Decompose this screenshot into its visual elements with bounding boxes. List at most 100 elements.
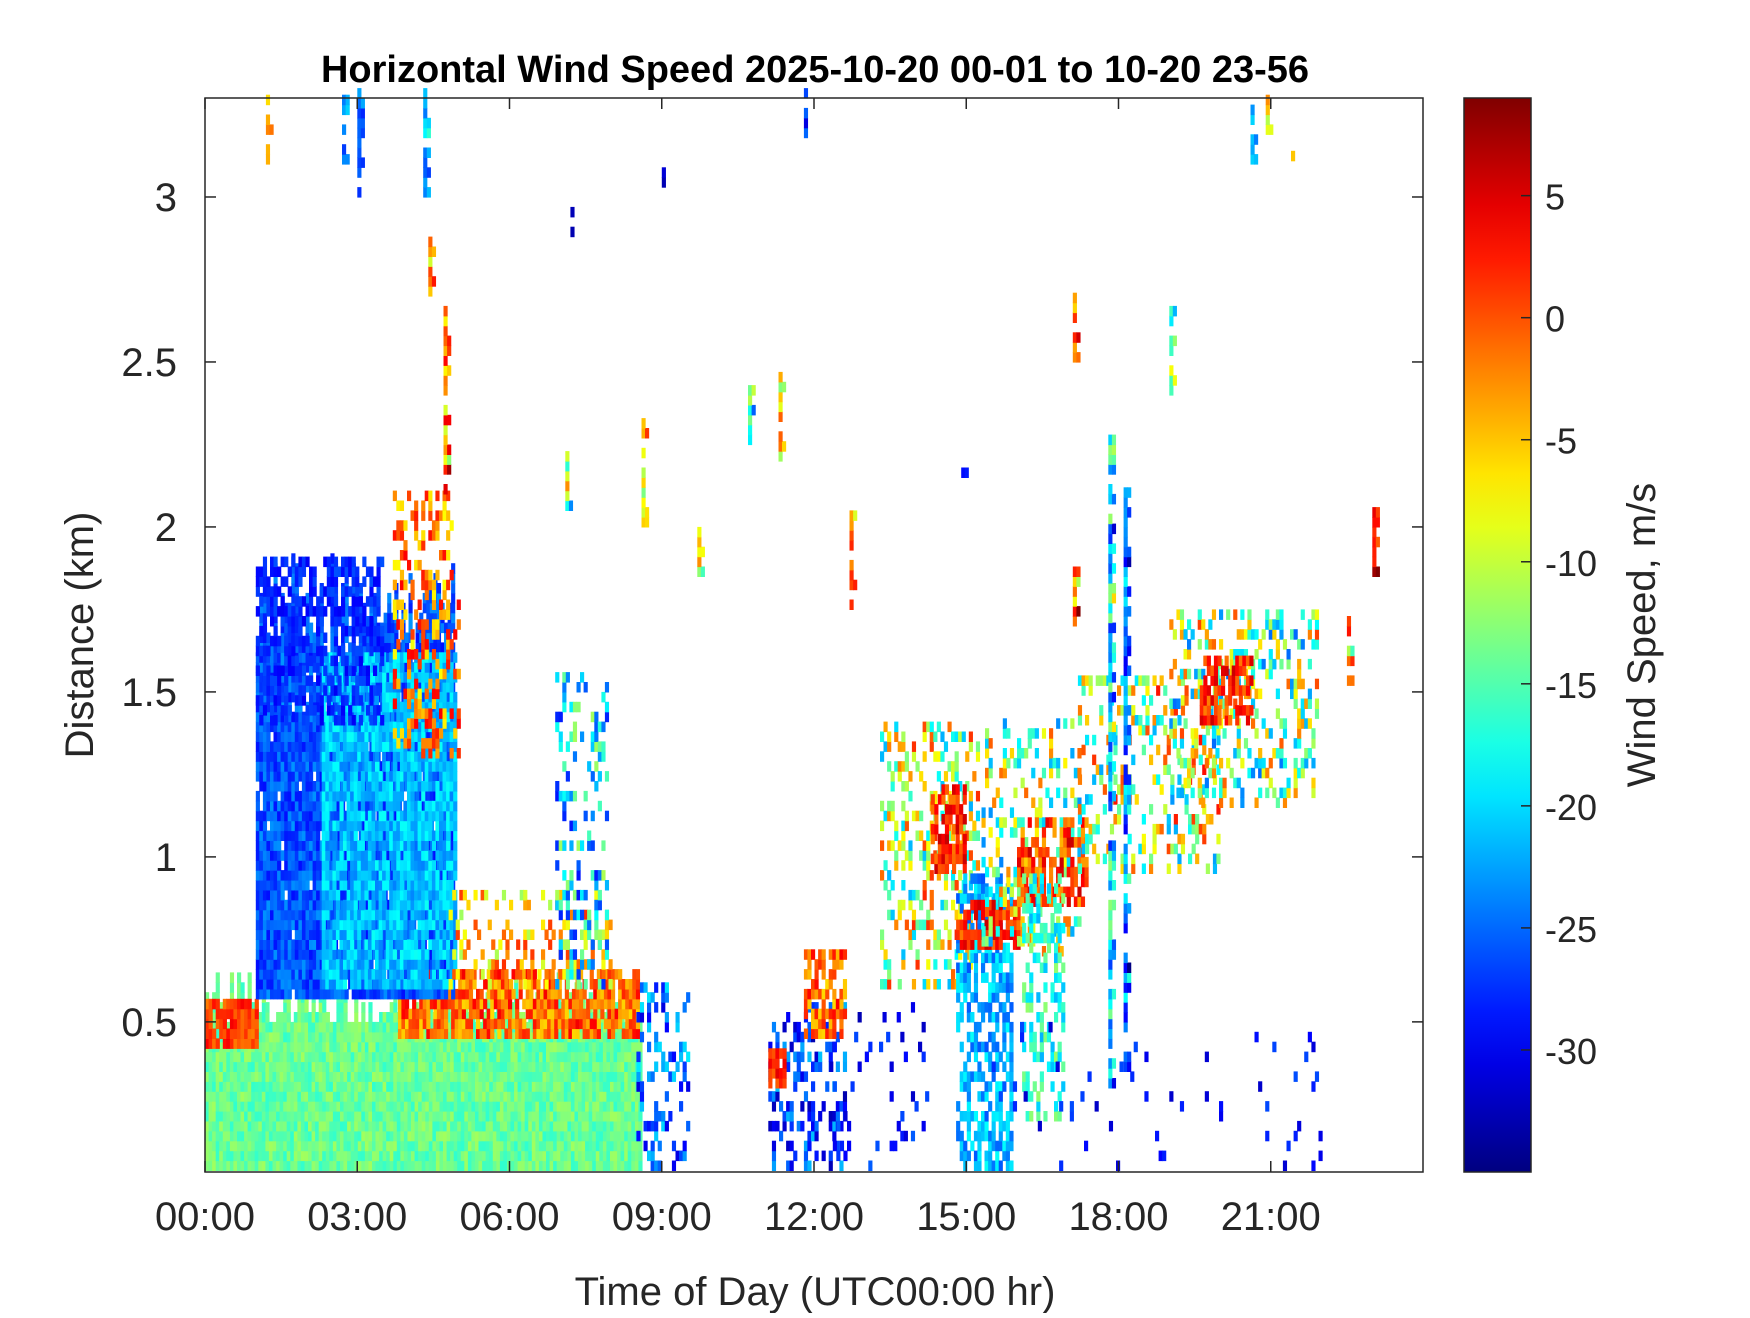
heatmap-cell: [361, 1061, 366, 1072]
heatmap-cell: [339, 761, 344, 772]
heatmap-cell: [273, 860, 278, 871]
heatmap-cell: [514, 1081, 519, 1092]
heatmap-cell: [205, 1038, 210, 1049]
heatmap-cell: [259, 731, 264, 742]
heatmap-cell: [287, 830, 292, 841]
heatmap-cell: [350, 889, 355, 901]
heatmap-cell: [270, 969, 275, 980]
heatmap-cell: [251, 1018, 256, 1030]
heatmap-cell: [279, 1051, 284, 1063]
heatmap-cell: [433, 998, 438, 1010]
heatmap-cell: [631, 1061, 636, 1072]
heatmap-cell: [460, 1150, 465, 1162]
heatmap-cell: [560, 1091, 565, 1102]
heatmap-cell: [215, 972, 220, 983]
heatmap-cell: [504, 988, 509, 1000]
heatmap-cell: [262, 741, 268, 752]
heatmap-cell: [350, 800, 355, 812]
heatmap-cell: [244, 1120, 249, 1132]
heatmap-cell: [361, 1140, 366, 1152]
heatmap-cell: [340, 1120, 345, 1132]
heatmap-cell: [330, 988, 335, 1000]
heatmap-cell: [443, 1091, 448, 1102]
heatmap-cell: [357, 919, 362, 931]
heatmap-cell: [272, 1160, 277, 1171]
heatmap-cell: [570, 1130, 576, 1142]
heatmap-cell: [208, 1130, 213, 1142]
heatmap-cell: [298, 721, 303, 733]
heatmap-cell: [476, 1018, 481, 1030]
heatmap-cell: [396, 1120, 401, 1132]
heatmap-cell: [316, 800, 321, 812]
heatmap-cell: [266, 711, 271, 723]
heatmap-cell: [468, 998, 474, 1010]
heatmap-cell: [439, 1150, 444, 1162]
heatmap-cell: [308, 1111, 313, 1122]
heatmap-cell: [581, 1130, 586, 1142]
heatmap-cell: [595, 1120, 600, 1132]
heatmap-cell: [301, 840, 307, 851]
heatmap-cell: [631, 1140, 636, 1152]
heatmap-cell: [504, 969, 509, 980]
heatmap-cell: [286, 1120, 291, 1132]
heatmap-cell: [353, 790, 358, 802]
heatmap-cell: [631, 1101, 636, 1112]
heatmap-cell: [305, 612, 310, 624]
heatmap-cell: [251, 1038, 256, 1049]
heatmap-cell: [451, 988, 456, 1000]
heatmap-cell: [259, 602, 264, 614]
heatmap-cell: [325, 1111, 330, 1122]
heatmap-cell: [300, 1111, 306, 1122]
heatmap-cell: [531, 1150, 536, 1162]
heatmap-cell: [581, 1101, 586, 1112]
heatmap-cell: [316, 790, 321, 802]
heatmap-cell: [335, 969, 341, 980]
heatmap-cell: [290, 1130, 295, 1142]
heatmap-cell: [492, 1150, 497, 1162]
heatmap-cell: [259, 810, 264, 822]
heatmap-cell: [489, 1111, 494, 1122]
heatmap-cell: [266, 909, 271, 921]
heatmap-cell: [375, 1021, 380, 1033]
heatmap-cell: [397, 988, 402, 1000]
heatmap-cell: [428, 1091, 433, 1102]
heatmap-cell: [247, 1140, 252, 1152]
heatmap-cell: [436, 583, 442, 594]
heatmap-cell: [305, 889, 310, 901]
heatmap-cell: [428, 1051, 433, 1063]
heatmap-cell: [322, 1061, 327, 1072]
heatmap-cell: [325, 761, 330, 772]
heatmap-cell: [305, 880, 310, 891]
heatmap-cell: [335, 781, 341, 792]
heatmap-cell: [625, 1018, 630, 1030]
heatmap-cell: [524, 1071, 529, 1082]
heatmap-cell: [574, 1140, 579, 1152]
heatmap-cell: [284, 988, 289, 1000]
heatmap-cell: [357, 939, 362, 950]
heatmap-cell: [606, 1071, 611, 1082]
heatmap-cell: [493, 988, 498, 1000]
heatmap-cell: [451, 602, 456, 614]
heatmap-cell: [354, 1120, 359, 1132]
heatmap-cell: [309, 632, 314, 643]
heatmap-cell: [432, 1150, 437, 1162]
heatmap-cell: [585, 1120, 590, 1132]
heatmap-cell: [478, 1071, 483, 1082]
heatmap-cell: [414, 1140, 419, 1152]
heatmap-cell: [280, 889, 285, 901]
heatmap-cell: [280, 939, 285, 950]
heatmap-cell: [336, 1051, 341, 1063]
heatmap-cell: [411, 1061, 416, 1072]
heatmap-cell: [287, 741, 292, 752]
heatmap-cell: [325, 810, 330, 822]
heatmap-cell: [308, 1061, 313, 1072]
heatmap-cell: [496, 1150, 501, 1162]
heatmap-cell: [339, 909, 344, 921]
heatmap-cell: [284, 850, 289, 861]
heatmap-cell: [301, 860, 307, 871]
heatmap-cell: [290, 1140, 295, 1152]
heatmap-cell: [266, 850, 271, 861]
heatmap-cell: [315, 1081, 320, 1092]
heatmap-cell: [467, 1111, 473, 1122]
heatmap-cell: [287, 790, 292, 802]
